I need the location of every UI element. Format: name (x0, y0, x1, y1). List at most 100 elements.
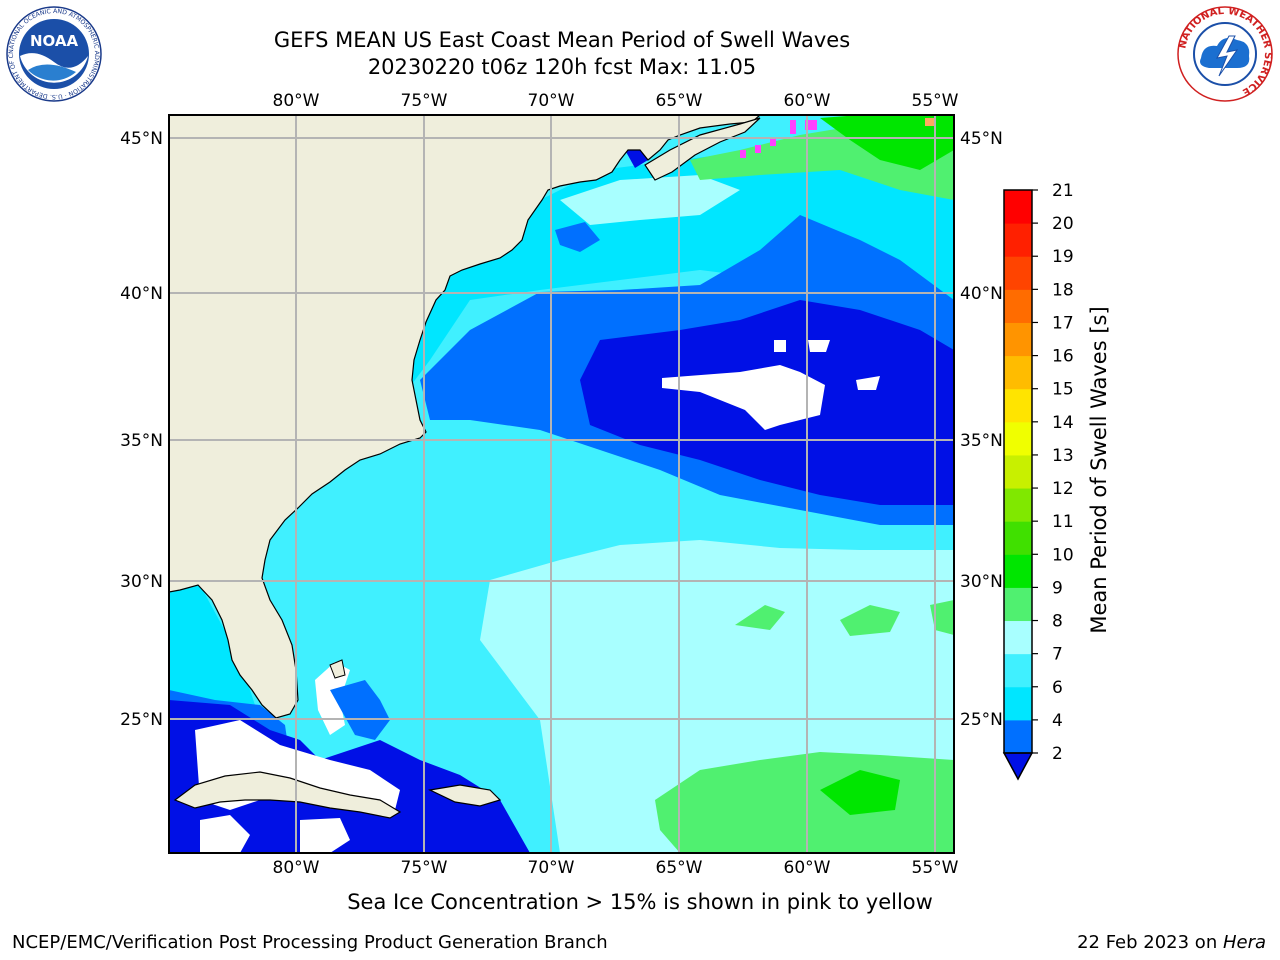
colorbar: 2 4 6 7 8 9 10 11 12 13 14 15 16 17 18 19 20 21 (1002, 181, 1074, 781)
colorbar-segment (1004, 190, 1032, 224)
bright-green-northeast (820, 115, 954, 170)
lon-label-top: 65°W (656, 91, 703, 111)
colorbar-label: Mean Period of Swell Waves [s] (1087, 306, 1111, 633)
land-hispaniola (428, 784, 502, 807)
footer-date: 22 Feb 2023 on Hera (1077, 932, 1266, 953)
caribbean-nodata-south (200, 815, 250, 853)
colorbar-segment (1004, 223, 1032, 257)
colorbar-tick-label: 11 (1052, 512, 1074, 532)
map-area (169, 115, 954, 853)
map-frame (168, 114, 955, 854)
colorbar-tick-label: 21 (1052, 181, 1074, 201)
blue-patch-gulf-of-maine (555, 222, 600, 252)
colorbar-tick-label: 18 (1052, 280, 1074, 300)
lon-label-top: 70°W (528, 91, 575, 111)
footer-date-text: 22 Feb 2023 on (1077, 932, 1223, 953)
bahamas-nodata (315, 662, 350, 735)
colorbar-tick-label: 20 (1052, 214, 1074, 234)
chart-title: GEFS MEAN US East Coast Mean Period of S… (273, 28, 851, 52)
land-north-america (169, 115, 761, 719)
colorbar-frame (1003, 189, 1033, 754)
lon-label-top: 75°W (401, 91, 448, 111)
colorbar-segment (1004, 355, 1032, 390)
colorbar-tick-label: 17 (1052, 313, 1074, 333)
pale-cyan-shelf-north (560, 175, 740, 225)
lat-label-right: 40°N (960, 284, 1003, 304)
lon-label-bottom: 70°W (528, 858, 575, 878)
lon-label-bottom: 55°W (912, 858, 959, 878)
colorbar-tick-label: 6 (1052, 678, 1063, 698)
colorbar-tick-label: 15 (1052, 380, 1074, 400)
colorbar-segment (1004, 587, 1032, 622)
no-data-patch-3 (856, 376, 880, 390)
footer-credit: NCEP/EMC/Verification Post Processing Pr… (12, 932, 608, 953)
land-bahamas-island (329, 659, 346, 679)
colorbar-segment (1004, 322, 1032, 357)
colorbar-segment (1004, 388, 1032, 423)
green-patch-east-1 (840, 605, 900, 636)
colorbar-tick-label: 9 (1052, 578, 1063, 598)
colorbar-tick-label: 10 (1052, 545, 1074, 565)
lon-label-top: 55°W (912, 91, 959, 111)
chart-subtitle: 20230220 t06z 120h fcst Max: 11.05 (367, 55, 757, 79)
lat-label-left: 40°N (120, 284, 163, 304)
lon-label-bottom: 80°W (273, 858, 320, 878)
lat-label-left: 35°N (120, 431, 163, 451)
colorbar-segment (1004, 454, 1032, 489)
caribbean-nodata-south-2 (300, 818, 350, 853)
land-cuba (173, 771, 402, 819)
lon-labels-bottom: 80°W 75°W 70°W 65°W 60°W 55°W (273, 858, 959, 878)
colorbar-under-triangle (1002, 752, 1034, 781)
noaa-logo-text: NOAA (30, 32, 79, 50)
lat-label-left: 30°N (120, 572, 163, 592)
sea-ice-note: Sea Ice Concentration > 15% is shown in … (0, 890, 1280, 914)
colorbar-segment (1004, 488, 1032, 522)
lat-label-left: 25°N (120, 710, 163, 730)
colorbar-segment (1004, 256, 1032, 290)
gridlines (169, 115, 954, 853)
lat-label-right: 25°N (960, 710, 1003, 730)
colorbar-tick-label: 16 (1052, 347, 1074, 367)
colorbar-tick-label: 2 (1052, 744, 1063, 764)
colorbar-tick-label: 4 (1052, 711, 1063, 731)
sea-ice-cell-orange (925, 118, 935, 126)
colorbar-tick-label: 14 (1052, 413, 1074, 433)
bahamas-blue (330, 680, 390, 740)
lon-labels-top: 80°W 75°W 70°W 65°W 60°W 55°W (273, 91, 959, 111)
lon-label-top: 60°W (784, 91, 831, 111)
no-data-patch-2 (808, 340, 830, 352)
lat-label-right: 45°N (960, 129, 1003, 149)
colorbar-tick-label: 8 (1052, 612, 1063, 632)
lon-label-bottom: 75°W (401, 858, 448, 878)
lat-labels-left: 45°N 40°N 35°N 30°N 25°N (120, 129, 163, 730)
land-nova-scotia (644, 117, 761, 181)
noaa-logo: NATIONAL OCEANIC AND ATMOSPHERIC ADMINIS… (6, 6, 102, 102)
lat-label-left: 45°N (120, 129, 163, 149)
colorbar-segment (1004, 653, 1032, 688)
colorbar-tick-label: 12 (1052, 479, 1074, 499)
sea-ice-note-text: Sea Ice Concentration > 15% is shown in … (347, 890, 933, 914)
nws-logo: NATIONAL WEATHER SERVICE (1177, 6, 1273, 102)
lon-label-bottom: 60°W (784, 858, 831, 878)
colorbar-segment (1004, 554, 1032, 588)
colorbar-segment (1004, 719, 1032, 754)
footer-host: Hera (1222, 932, 1266, 953)
lat-label-right: 30°N (960, 572, 1003, 592)
bright-green-patch (820, 770, 900, 815)
lat-label-right: 35°N (960, 431, 1003, 451)
sea-ice-cells (740, 120, 817, 158)
colorbar-tick-label: 19 (1052, 247, 1074, 267)
colorbar-segment (1004, 620, 1032, 655)
lon-label-top: 80°W (273, 91, 320, 111)
lat-labels-right: 45°N 40°N 35°N 30°N 25°N (960, 129, 1003, 730)
colorbar-segment (1004, 289, 1032, 323)
green-patch-east-2 (735, 605, 785, 630)
colorbar-tick-label: 7 (1052, 645, 1063, 665)
no-data-patch-4 (774, 340, 786, 352)
colorbar-segment (1004, 521, 1032, 555)
colorbar-segment (1004, 686, 1032, 721)
no-data-patch-center (662, 365, 825, 430)
lon-label-bottom: 65°W (656, 858, 703, 878)
colorbar-tick-label: 13 (1052, 446, 1074, 466)
